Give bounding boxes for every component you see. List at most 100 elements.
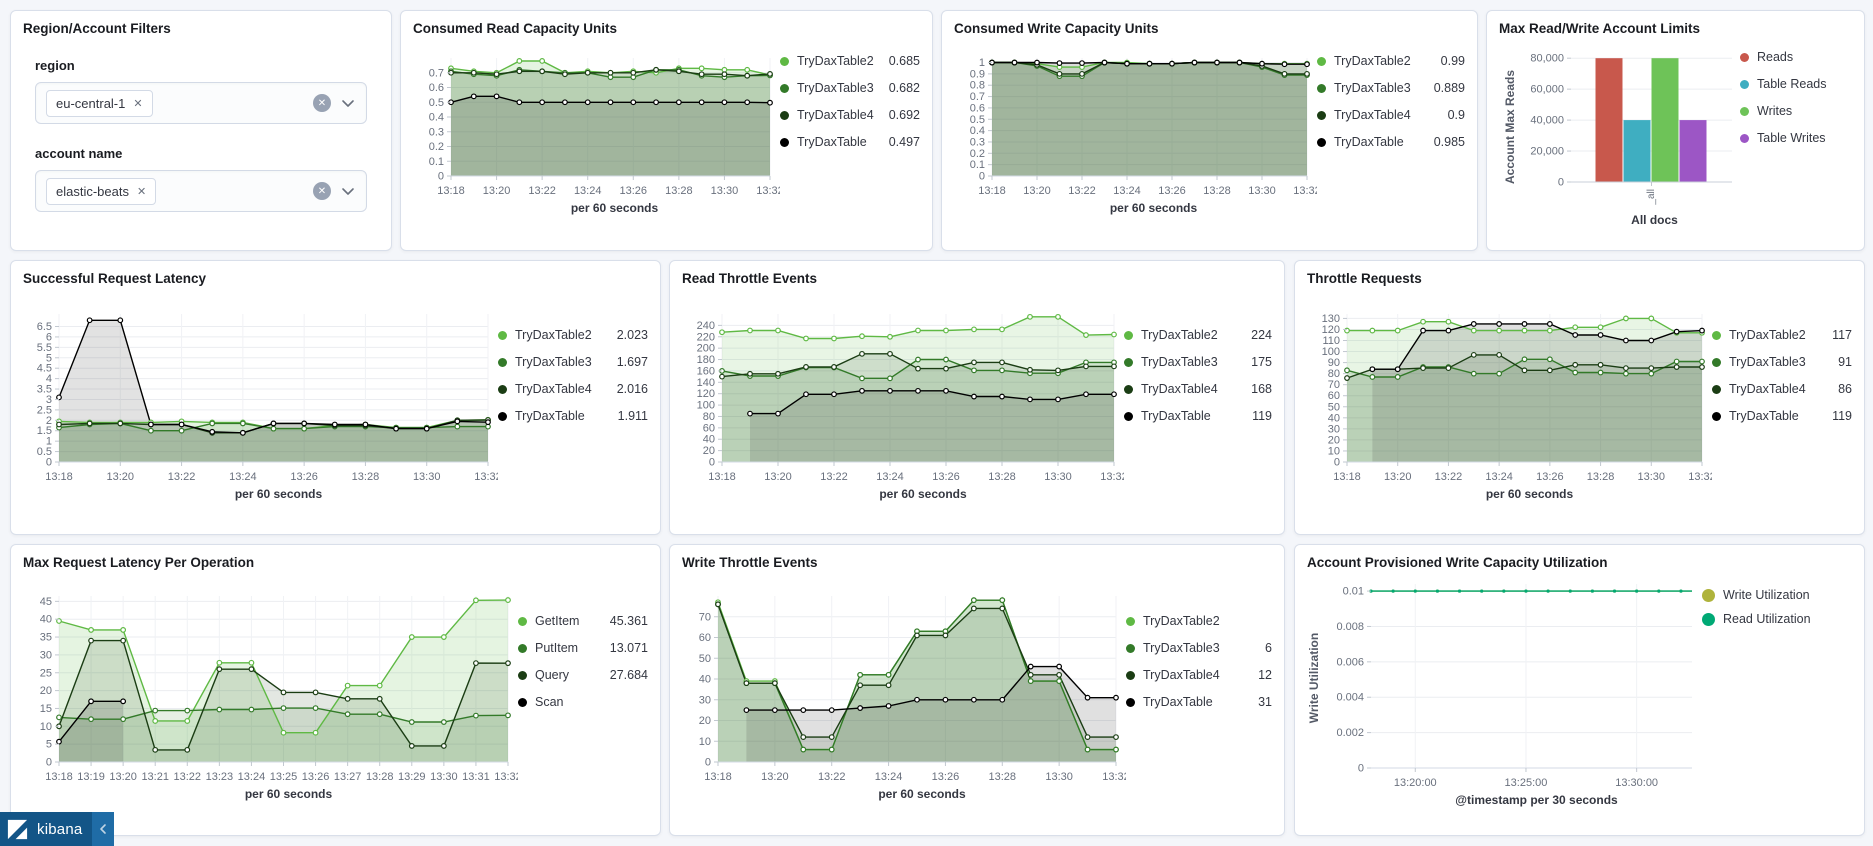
legend-item[interactable]: TryDaxTable3 0.889 <box>1317 81 1465 95</box>
acct-util-chart[interactable]: 0 0.002 0.004 0.006 0.008 0.01 13:20:00 13:25:0… <box>1323 574 1702 792</box>
legend-item[interactable]: TryDaxTable4 12 <box>1126 668 1272 682</box>
legend-series-value: 6 <box>1265 641 1272 655</box>
legend-item[interactable]: Write Utilization <box>1702 588 1852 602</box>
svg-text:140: 140 <box>697 377 715 389</box>
token-remove-icon[interactable]: ✕ <box>133 97 143 110</box>
account-filter-combobox[interactable]: elastic-beats ✕ ✕ <box>35 170 367 212</box>
legend-series-name: Read Utilization <box>1723 612 1811 626</box>
legend-series-name: TryDaxTable3 <box>1729 355 1806 369</box>
read-throttle-chart[interactable]: 0 20 40 60 80 100 120 140 160 180 200 220 240 13:18 13… <box>682 304 1128 486</box>
legend-item[interactable]: Reads <box>1740 50 1852 64</box>
legend-item[interactable]: Scan <box>518 695 648 709</box>
svg-text:13:18: 13:18 <box>437 185 465 197</box>
max-rw-bar-chart[interactable]: 0 20,000 40,000 60,000 80,000 _all <box>1513 44 1740 212</box>
token-remove-icon[interactable]: ✕ <box>136 185 147 198</box>
legend-item[interactable]: TryDaxTable4 2.016 <box>498 382 648 396</box>
series-color-dot <box>1124 330 1133 340</box>
chevron-down-icon[interactable] <box>340 95 356 111</box>
series-color-dot <box>1702 612 1715 626</box>
legend-item[interactable]: GetItem 45.361 <box>518 614 648 628</box>
legend-item[interactable]: TryDaxTable3 91 <box>1712 355 1852 369</box>
svg-text:5: 5 <box>46 352 52 364</box>
kibana-logo-icon <box>6 818 29 840</box>
svg-text:13:24: 13:24 <box>875 771 903 783</box>
filter-token[interactable]: elastic-beats ✕ <box>46 177 157 205</box>
legend-item[interactable]: TryDaxTable 1.911 <box>498 409 648 423</box>
legend-item[interactable]: TryDaxTable3 0.682 <box>780 81 920 95</box>
legend-item[interactable]: TryDaxTable2 224 <box>1124 328 1272 342</box>
legend-item[interactable]: TryDaxTable 0.497 <box>780 135 920 149</box>
svg-text:0.9: 0.9 <box>970 68 985 80</box>
legend-item[interactable]: TryDaxTable4 168 <box>1124 382 1272 396</box>
legend-item[interactable]: TryDaxTable 31 <box>1126 695 1272 709</box>
svg-text:180: 180 <box>697 354 715 366</box>
throttle-requests-chart[interactable]: 0 10 20 30 40 50 60 70 80 90 100 110 120 130 13:18 13:2… <box>1307 304 1716 486</box>
legend-item[interactable]: PutItem 13.071 <box>518 641 648 655</box>
clear-selection-icon[interactable]: ✕ <box>313 94 331 112</box>
svg-text:0.4: 0.4 <box>970 125 985 137</box>
legend-item[interactable]: TryDaxTable 119 <box>1124 409 1272 423</box>
series-color-dot <box>1317 56 1326 66</box>
legend-series-value: 27.684 <box>609 668 648 682</box>
legend-item[interactable]: Table Reads <box>1740 77 1852 91</box>
legend-item[interactable]: TryDaxTable3 6 <box>1126 641 1272 655</box>
legend-item[interactable]: TryDaxTable4 0.692 <box>780 108 920 122</box>
chart-legend: GetItem 45.361 PutItem 13.071 Query 27.684 Sca… <box>518 586 648 722</box>
svg-text:13:22: 13:22 <box>1068 185 1096 197</box>
legend-item[interactable]: TryDaxTable2 0.685 <box>780 54 920 68</box>
write-throttle-chart[interactable]: 0 10 20 30 40 50 60 70 13:18 13:20 13:22 13:24 13:26… <box>682 586 1130 786</box>
legend-item[interactable]: TryDaxTable4 0.9 <box>1317 108 1465 122</box>
chart-legend: TryDaxTable2 2.023 TryDaxTable3 1.697 TryDax… <box>498 304 648 436</box>
legend-series-name: TryDaxTable4 <box>1334 108 1411 122</box>
svg-text:13:32: 13:32 <box>494 771 518 783</box>
svg-text:0.6: 0.6 <box>970 102 985 114</box>
legend-item[interactable]: TryDaxTable3 175 <box>1124 355 1272 369</box>
clear-selection-icon[interactable]: ✕ <box>313 182 331 200</box>
kibana-brand[interactable]: kibana <box>0 812 93 846</box>
svg-text:120: 120 <box>697 388 715 400</box>
x-axis-label: per 60 seconds <box>1109 201 1198 215</box>
legend-item[interactable]: Writes <box>1740 104 1852 118</box>
svg-text:13:30: 13:30 <box>711 185 739 197</box>
filter-token[interactable]: eu-central-1 ✕ <box>46 89 153 117</box>
legend-item[interactable]: TryDaxTable2 <box>1126 614 1272 628</box>
legend-item[interactable]: TryDaxTable2 2.023 <box>498 328 648 342</box>
collapse-nav-button[interactable] <box>92 812 115 846</box>
svg-text:20: 20 <box>699 715 711 727</box>
legend-item[interactable]: TryDaxTable3 1.697 <box>498 355 648 369</box>
legend-series-name: TryDaxTable4 <box>1141 382 1218 396</box>
max-latency-chart[interactable]: 0 5 10 15 20 25 30 35 40 45 13:18 13:19 13:20 13:21 13… <box>23 586 522 786</box>
legend-series-name: TryDaxTable <box>1729 409 1799 423</box>
legend-item[interactable]: Read Utilization <box>1702 612 1852 626</box>
legend-item[interactable]: Table Writes <box>1740 131 1852 145</box>
legend-item[interactable]: TryDaxTable2 117 <box>1712 328 1852 342</box>
svg-text:13:26: 13:26 <box>290 471 318 483</box>
svg-text:40,000: 40,000 <box>1530 115 1564 127</box>
legend-item[interactable]: TryDaxTable 0.985 <box>1317 135 1465 149</box>
svg-text:0: 0 <box>705 757 711 769</box>
series-color-dot <box>518 616 527 626</box>
legend-series-name: TryDaxTable2 <box>1729 328 1806 342</box>
legend-series-name: TryDaxTable3 <box>1334 81 1411 95</box>
consumed-write-chart[interactable]: 0 0.1 0.2 0.3 0.4 0.5 0.6 0.7 0.8 0.9 1 13:18 13:20 1… <box>954 48 1321 200</box>
svg-text:60: 60 <box>1328 390 1340 402</box>
chart-legend: TryDaxTable2 0.99 TryDaxTable3 0.889 TryDaxT… <box>1317 48 1465 162</box>
series-color-dot <box>1317 137 1326 147</box>
svg-text:1: 1 <box>46 436 52 448</box>
chart-legend: TryDaxTable2 224 TryDaxTable3 175 TryDaxTabl… <box>1124 304 1272 436</box>
region-filter-combobox[interactable]: eu-central-1 ✕ ✕ <box>35 82 367 124</box>
panel-title: Region/Account Filters <box>23 21 171 36</box>
svg-text:90: 90 <box>1328 357 1340 369</box>
legend-item[interactable]: Query 27.684 <box>518 668 648 682</box>
legend-item[interactable]: TryDaxTable 119 <box>1712 409 1852 423</box>
chevron-down-icon[interactable] <box>340 183 356 199</box>
legend-series-value: 175 <box>1251 355 1272 369</box>
svg-text:13:24: 13:24 <box>1485 471 1513 483</box>
legend-item[interactable]: TryDaxTable2 0.99 <box>1317 54 1465 68</box>
legend-series-name: GetItem <box>535 614 580 628</box>
series-color-dot <box>780 83 789 93</box>
legend-item[interactable]: TryDaxTable4 86 <box>1712 382 1852 396</box>
successful-latency-chart[interactable]: 0 0.5 1 1.5 2 2.5 3 3.5 4 4.5 5 5.5 6 6.5 13:18 13:20 13… <box>23 304 502 486</box>
consumed-read-chart[interactable]: 0 0.1 0.2 0.3 0.4 0.5 0.6 0.7 13:18 13:20 13:22 13:… <box>413 48 784 200</box>
svg-text:50: 50 <box>699 653 711 665</box>
